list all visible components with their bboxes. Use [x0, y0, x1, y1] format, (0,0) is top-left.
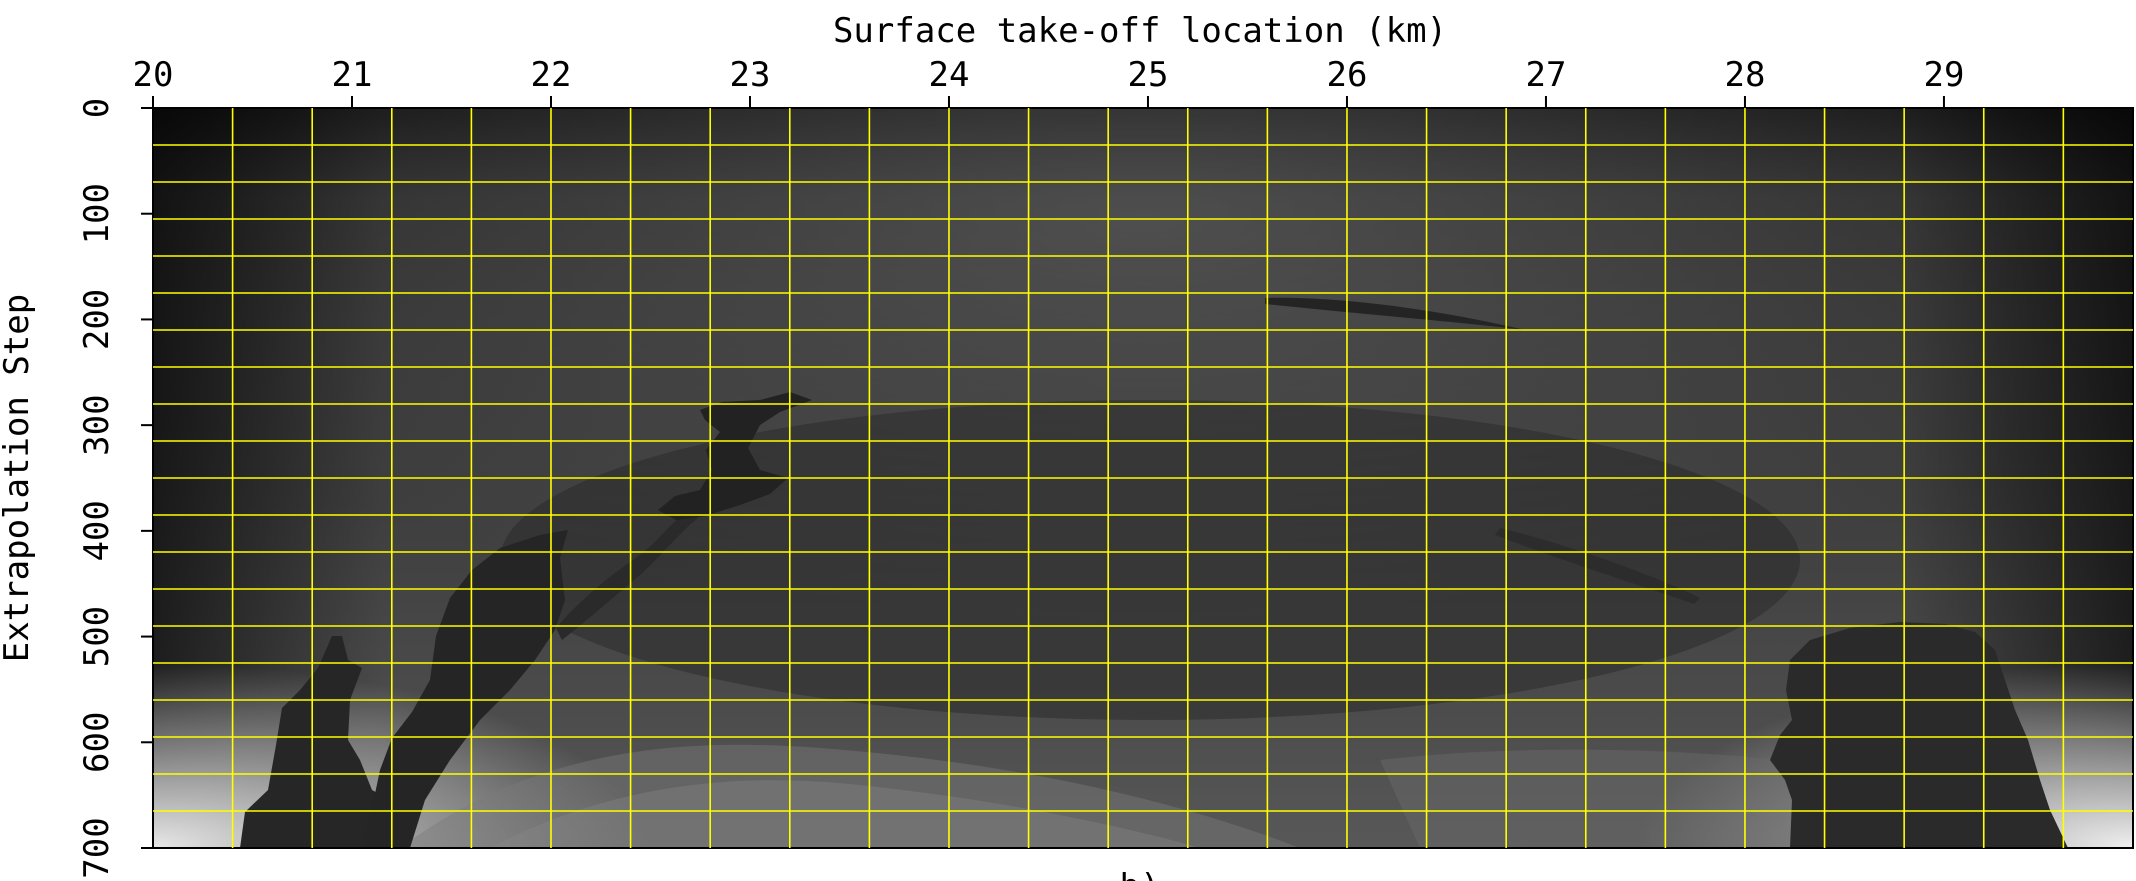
x-tick-label: 25	[1127, 55, 1168, 95]
x-axis-label: Surface take-off location (km)	[833, 11, 1447, 51]
y-tick-label: 100	[77, 183, 117, 244]
y-tick-label: 200	[77, 289, 117, 350]
x-tick-label: 26	[1326, 55, 1367, 95]
panel-caption: b)	[1120, 867, 1161, 881]
y-axis-label: Extrapolation Step	[0, 294, 37, 662]
y-tick-label: 400	[77, 500, 117, 561]
x-tick-label: 23	[730, 55, 771, 95]
x-tick-label: 28	[1724, 55, 1765, 95]
x-axis-ticks: 20 21 22 23 24 25 26 27 28 29	[133, 55, 1964, 108]
y-tick-label: 0	[77, 98, 117, 118]
x-tick-label: 27	[1525, 55, 1566, 95]
x-tick-label: 29	[1923, 55, 1964, 95]
x-tick-label: 24	[929, 55, 970, 95]
y-tick-label: 500	[77, 606, 117, 667]
x-tick-label: 21	[332, 55, 373, 95]
y-tick-label: 600	[77, 712, 117, 773]
y-tick-label: 700	[77, 817, 117, 878]
y-axis-ticks: 0 100 200 300 400 500 600 700	[77, 98, 153, 879]
y-tick-label: 300	[77, 394, 117, 455]
x-tick-label: 20	[133, 55, 174, 95]
x-tick-label: 22	[531, 55, 572, 95]
grid-lines	[153, 108, 2133, 848]
